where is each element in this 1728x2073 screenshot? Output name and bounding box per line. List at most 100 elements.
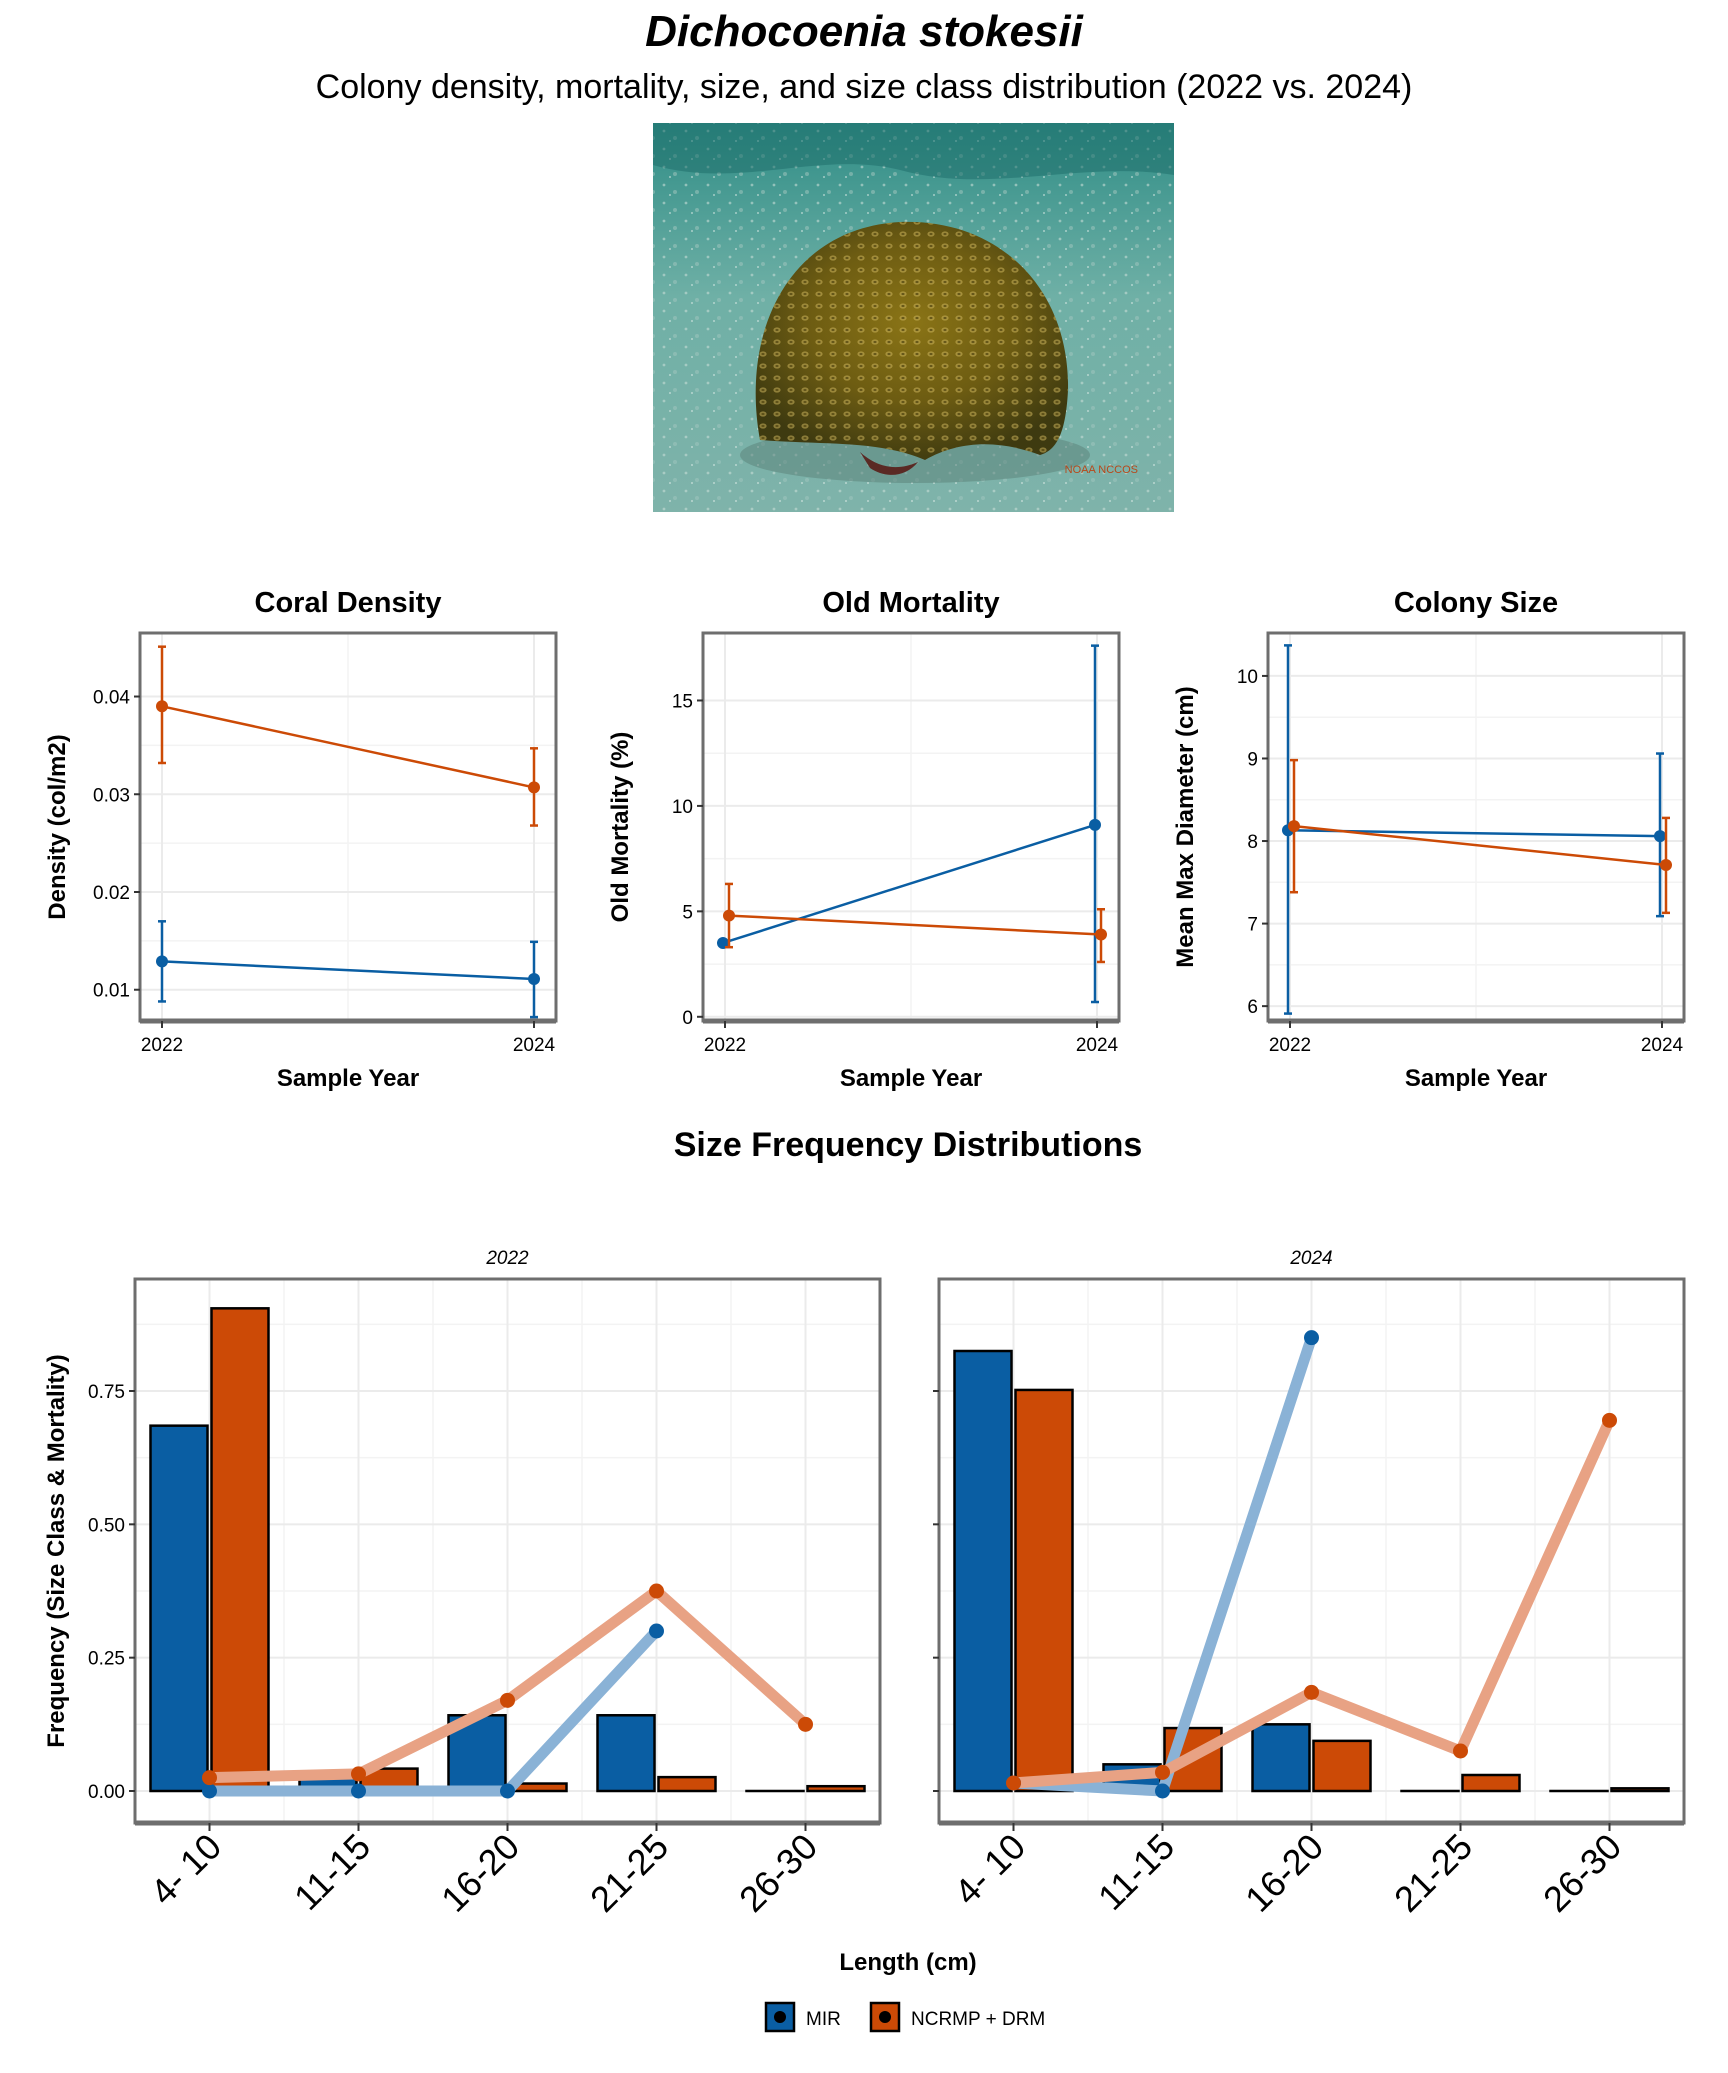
data-point: [528, 972, 540, 985]
x-tick-label: 2024: [513, 1035, 556, 1056]
density-panel: 0.01 0.02 0.03 0.04 2022 2024 Coral Density Sam…: [44, 587, 558, 1092]
panel-title: Old Mortality: [822, 587, 999, 619]
panel-title: Coral Density: [255, 587, 442, 619]
mortality-point: [202, 1783, 217, 1799]
x-tick-label: 2024: [1641, 1035, 1684, 1056]
legend-label: NCRMP + DRM: [911, 2009, 1045, 2030]
data-point: [1095, 928, 1107, 941]
photo-watermark: NOAA NCCOS: [1065, 464, 1138, 476]
facet-label: 2024: [1289, 1248, 1332, 1269]
bar-ncrmp: [1014, 1388, 1074, 1793]
x-axis-label: Sample Year: [277, 1065, 419, 1092]
x-tick-label: 2022: [141, 1035, 183, 1056]
mortality-point: [649, 1623, 664, 1639]
y-tick-label: 0: [682, 1008, 693, 1029]
legend-swatch-ncrmp: [869, 2001, 901, 2033]
legend-label: MIR: [806, 2009, 841, 2030]
mortality-point: [1155, 1783, 1170, 1799]
series-line-mir: [161, 960, 535, 981]
size-frequency-panels: Size Frequency Distributions 2022 4- 10 11-…: [43, 1126, 1686, 1976]
data-point: [528, 781, 540, 794]
bar-mir: [953, 1349, 1013, 1793]
y-axis-label: Old Mortality (%): [607, 732, 634, 923]
data-point: [723, 909, 735, 922]
summary-panels: 0.01 0.02 0.03 0.04 2022 2024 Coral Density Sam…: [44, 587, 1686, 1092]
figure-title: Dichocoenia stokesii: [645, 7, 1083, 56]
x-tick-label: 21-25: [1386, 1826, 1480, 1920]
coral-polyp-texture: [755, 221, 1069, 460]
bar-ncrmp: [657, 1775, 717, 1793]
y-tick-label: 10: [672, 797, 693, 818]
bar-ncrmp: [1461, 1773, 1521, 1793]
series-line-ncrmp: [728, 914, 1102, 936]
bar-mir: [1251, 1723, 1311, 1793]
data-point: [1660, 858, 1672, 871]
bar-ncrmp: [1312, 1739, 1372, 1793]
data-point: [1089, 818, 1101, 831]
y-tick-label: 0.01: [93, 981, 130, 1002]
size-panel: 6 7 8 9 10 2022 2024 Colony Size Sample Year Mean…: [1172, 587, 1686, 1092]
y-tick-label: 0.04: [93, 688, 130, 709]
y-tick-label: 7: [1247, 915, 1258, 936]
x-tick-label: 21-25: [582, 1826, 676, 1920]
panel-title: Colony Size: [1394, 587, 1558, 619]
mortality-line-mir: [204, 1625, 662, 1797]
x-tick-label: 11-15: [1090, 1826, 1182, 1918]
mortality-point: [351, 1766, 366, 1782]
mortality-point: [1602, 1412, 1617, 1428]
y-axis-label: Density (col/m2): [44, 734, 71, 919]
x-tick-label: 4- 10: [142, 1826, 229, 1913]
x-tick-label: 2022: [704, 1035, 746, 1056]
y-tick-label: 15: [672, 691, 693, 712]
y-tick-label: 9: [1247, 749, 1258, 770]
series-line-ncrmp: [1293, 824, 1667, 867]
bar-ncrmp: [1610, 1787, 1670, 1793]
data-point: [156, 955, 168, 968]
data-point: [1288, 820, 1300, 833]
x-tick-label: 2024: [1076, 1035, 1119, 1056]
x-tick-label: 26-30: [1535, 1826, 1629, 1920]
mortality-point: [1453, 1743, 1468, 1759]
mortality-point: [500, 1692, 515, 1708]
y-tick-label: 10: [1237, 667, 1258, 688]
data-point: [1654, 830, 1666, 843]
mortality-point: [500, 1783, 515, 1799]
bar-ncrmp: [806, 1784, 866, 1793]
y-axis-label: Mean Max Diameter (cm): [1172, 686, 1199, 967]
y-tick-label: 5: [682, 902, 693, 923]
y-axis-label: Frequency (Size Class & Mortality): [43, 1354, 70, 1747]
sfd-panel-2022: 2022 4- 10 11-15 16-20 21-25 26-30 0.00 0.25 0.5…: [43, 1248, 882, 1920]
coral-colony-photo: NOAA NCCOS: [653, 123, 1174, 512]
y-tick-label: 0.75: [88, 1382, 125, 1403]
y-tick-label: 0.02: [93, 883, 130, 904]
x-tick-label: 11-15: [286, 1826, 378, 1918]
x-axis-label: Length (cm): [839, 1949, 976, 1976]
facet-label: 2022: [485, 1248, 529, 1269]
series-line-ncrmp: [161, 705, 535, 789]
x-axis-label: Sample Year: [1405, 1065, 1547, 1092]
mortality-point: [202, 1770, 217, 1786]
x-tick-label: 4- 10: [946, 1826, 1033, 1913]
x-tick-label: 16-20: [433, 1826, 527, 1920]
mortality-point: [649, 1583, 664, 1599]
legend: MIR NCRMP + DRM: [764, 2001, 1045, 2033]
y-tick-label: 0.03: [93, 785, 130, 806]
series-line-mir: [722, 823, 1096, 945]
mortality-point: [798, 1716, 813, 1732]
figure-subtitle: Colony density, mortality, size, and siz…: [316, 68, 1413, 106]
bar-mir: [596, 1714, 656, 1793]
x-tick-label: 16-20: [1237, 1826, 1331, 1920]
sfd-title: Size Frequency Distributions: [674, 1126, 1143, 1164]
y-tick-label: 0.25: [88, 1649, 125, 1670]
y-tick-label: 6: [1247, 997, 1258, 1018]
y-tick-label: 8: [1247, 832, 1258, 853]
bar-mir: [149, 1424, 209, 1793]
legend-swatch-dot: [774, 2011, 786, 2023]
mortality-point: [1155, 1764, 1170, 1780]
sfd-panel-2024: 2024 4- 10 11-15 16-20 21-25 26-30: [933, 1248, 1686, 1920]
photo-shadow-reef: [653, 123, 1174, 180]
x-tick-label: 26-30: [731, 1826, 825, 1920]
legend-swatch-dot: [879, 2011, 891, 2023]
mortality-point: [351, 1783, 366, 1799]
